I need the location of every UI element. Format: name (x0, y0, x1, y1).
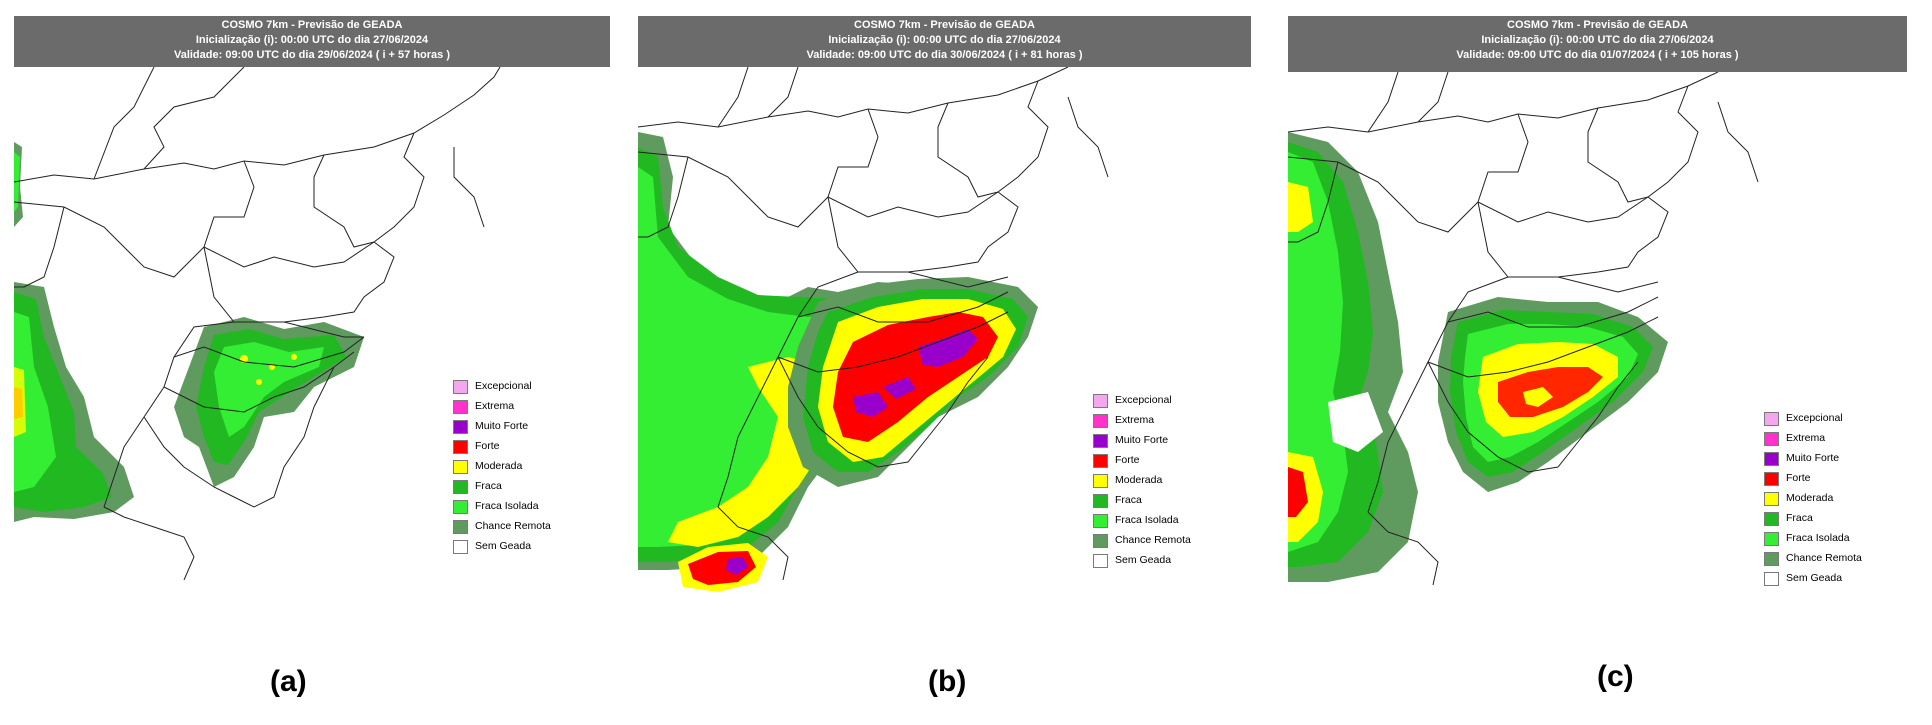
legend-label: Moderada (1786, 492, 1834, 504)
legend-swatch (1764, 472, 1779, 486)
legend-swatch (1093, 534, 1108, 548)
legend-swatch (1764, 432, 1779, 446)
boundaries-c (1288, 72, 1759, 586)
legend-label: Excepcional (475, 380, 532, 392)
legend-swatch (453, 540, 468, 554)
legend-label: Muito Forte (475, 420, 529, 432)
caption-b: (b) (928, 665, 967, 698)
legend-swatch (453, 380, 468, 394)
legend-label: Muito Forte (1786, 452, 1840, 464)
legend-swatch (453, 480, 468, 494)
legend-label: Moderada (1115, 474, 1163, 486)
legend-swatch (1764, 452, 1779, 466)
legend-swatch (453, 520, 468, 534)
legend-label: Excepcional (1786, 412, 1843, 424)
legend-label: Chance Remota (475, 520, 551, 532)
legend-label: Extrema (1115, 414, 1155, 426)
legend-label: Excepcional (1115, 394, 1172, 406)
caption-c: (c) (1597, 660, 1634, 693)
legend-label: Forte (475, 440, 500, 452)
boundaries-a (14, 67, 501, 580)
legend-swatch (453, 400, 468, 414)
legend-label: Fraca Isolada (1115, 514, 1179, 526)
legend-label: Sem Geada (475, 540, 532, 552)
legend-swatch (1764, 412, 1779, 426)
legend-label: Muito Forte (1115, 434, 1169, 446)
frost-map-a (14, 67, 501, 580)
panel-b-init: Inicialização (i): 00:00 UTC do dia 27/0… (828, 34, 1061, 46)
panel-b-header: COSMO 7km - Previsão de GEADA Inicializa… (638, 16, 1251, 67)
legend-label: Moderada (475, 460, 523, 472)
panel-c-header: COSMO 7km - Previsão de GEADA Inicializa… (1288, 16, 1907, 72)
legend-swatch (1093, 474, 1108, 488)
panel-b-title: COSMO 7km - Previsão de GEADA (854, 19, 1035, 31)
legend-label: Extrema (1786, 432, 1826, 444)
panel-a-init: Inicialização (i): 00:00 UTC do dia 27/0… (195, 34, 429, 46)
legend-label: Chance Remota (1786, 552, 1862, 564)
legend-swatch (1764, 512, 1779, 526)
panel-c-title: COSMO 7km - Previsão de GEADA (1507, 19, 1688, 31)
legend-label: Fraca (1115, 494, 1142, 506)
frost-area-c (1288, 132, 1668, 582)
frost-area-b (638, 132, 1038, 592)
legend-swatch (1764, 552, 1779, 566)
frost-area-a (14, 142, 364, 522)
legend-swatch (1093, 414, 1108, 428)
legend-swatch (1093, 394, 1108, 408)
legend-label: Extrema (475, 400, 515, 412)
legend-swatch (1093, 454, 1108, 468)
legend-swatch (1764, 492, 1779, 506)
legend-swatch (453, 420, 468, 434)
legend-swatch (1093, 434, 1108, 448)
legend-label: Forte (1115, 454, 1140, 466)
legend-swatch (453, 460, 468, 474)
legend-label: Fraca Isolada (1786, 532, 1850, 544)
legend-label: Fraca (475, 480, 502, 492)
legend-label: Chance Remota (1115, 534, 1191, 546)
legend-swatch (453, 440, 468, 454)
panel-b-valid: Validade: 09:00 UTC do dia 30/06/2024 ( … (806, 49, 1083, 61)
legend-swatch (1093, 554, 1108, 568)
panel-c-valid: Validade: 09:00 UTC do dia 01/07/2024 ( … (1456, 49, 1739, 61)
boundaries-b (638, 67, 1109, 581)
legend-swatch (1764, 532, 1779, 546)
frost-map-b (638, 67, 1109, 592)
panel-c-init: Inicialização (i): 00:00 UTC do dia 27/0… (1481, 34, 1714, 46)
legend-swatch (453, 500, 468, 514)
panel-a-valid: Validade: 09:00 UTC do dia 29/06/2024 ( … (173, 49, 451, 61)
legend-label: Forte (1786, 472, 1811, 484)
legend-swatch (1093, 494, 1108, 508)
legend-label: Fraca (1786, 512, 1813, 524)
legend-swatch (1093, 514, 1108, 528)
legend-label: Sem Geada (1115, 554, 1172, 566)
panel-a-header: COSMO 7km - Previsão de GEADA Inicializa… (14, 16, 610, 67)
legend-label: Sem Geada (1786, 572, 1843, 584)
frost-map-c (1288, 72, 1759, 586)
legend-swatch (1764, 572, 1779, 586)
legend-label: Fraca Isolada (475, 500, 539, 512)
caption-a: (a) (270, 665, 307, 698)
panel-a-title: COSMO 7km - Previsão de GEADA (221, 19, 403, 31)
